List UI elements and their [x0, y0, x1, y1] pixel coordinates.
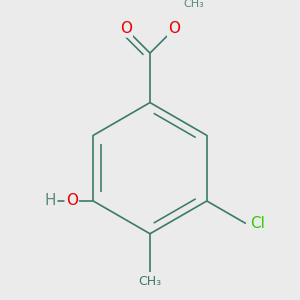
Text: Cl: Cl — [250, 216, 265, 231]
Text: CH₃: CH₃ — [183, 0, 204, 9]
Text: O: O — [120, 22, 132, 37]
Text: O: O — [168, 22, 180, 37]
Text: O: O — [66, 194, 78, 208]
Text: CH₃: CH₃ — [138, 275, 162, 288]
Text: H: H — [45, 194, 56, 208]
